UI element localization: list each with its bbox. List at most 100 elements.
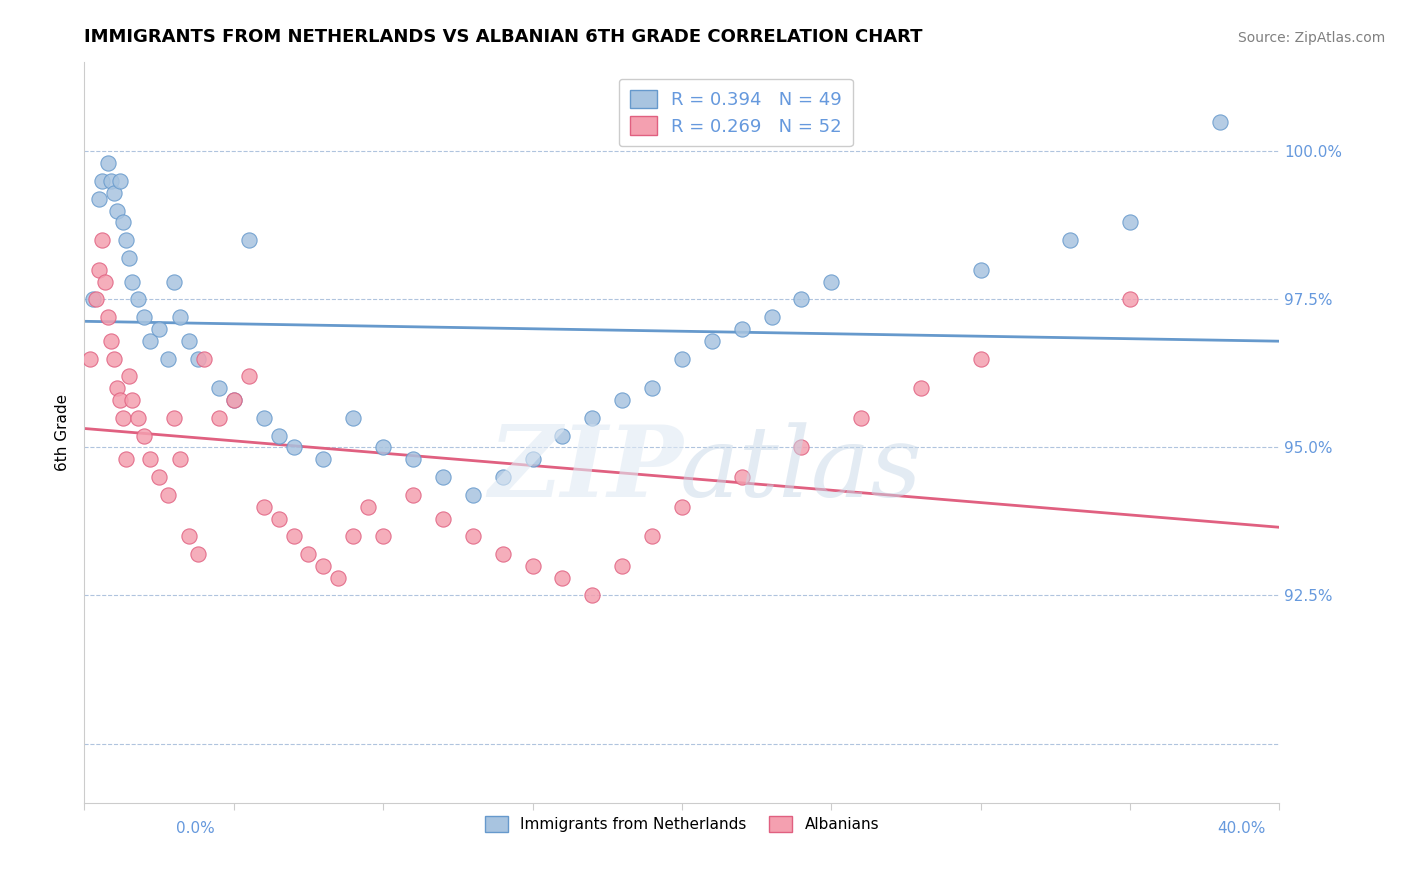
Point (208, 410, 231, 425)
Point (118, 369, 141, 384)
Point (492, 547, 515, 561)
Point (461, 488, 484, 502)
Point (761, 310, 783, 325)
Point (342, 529, 364, 543)
Legend: Immigrants from Netherlands, Albanians: Immigrants from Netherlands, Albanians (477, 808, 887, 839)
Point (177, 529, 200, 543)
Point (86, 293, 108, 307)
Point (89, 262, 111, 277)
Point (91, 233, 114, 247)
Point (522, 452, 544, 467)
Point (103, 351, 125, 366)
Point (163, 410, 186, 425)
Point (97, 156, 120, 170)
Point (132, 428, 156, 442)
Y-axis label: 6th Grade: 6th Grade (55, 394, 70, 471)
Point (121, 392, 143, 407)
Point (222, 392, 245, 407)
Point (97, 310, 120, 325)
Point (970, 351, 993, 366)
Point (641, 529, 664, 543)
Point (283, 529, 305, 543)
Point (851, 410, 873, 425)
Point (522, 558, 544, 573)
Point (139, 334, 162, 348)
Point (312, 452, 335, 467)
Point (115, 233, 138, 247)
Point (177, 334, 200, 348)
Point (612, 392, 634, 407)
Text: IMMIGRANTS FROM NETHERLANDS VS ALBANIAN 6TH GRADE CORRELATION CHART: IMMIGRANTS FROM NETHERLANDS VS ALBANIAN … (84, 28, 922, 45)
Point (671, 500, 693, 514)
Point (139, 452, 162, 467)
Point (820, 275, 842, 289)
Point (790, 293, 813, 307)
Point (790, 441, 813, 455)
Point (612, 558, 634, 573)
Point (402, 452, 425, 467)
Point (1119, 215, 1142, 229)
Point (110, 392, 132, 407)
Point (312, 558, 335, 573)
Point (91, 174, 114, 188)
Point (169, 310, 191, 325)
Point (267, 428, 290, 442)
Point (132, 310, 156, 325)
Point (148, 470, 170, 484)
Point (148, 322, 170, 336)
Point (103, 186, 125, 200)
Point (432, 470, 454, 484)
Point (112, 215, 135, 229)
Point (1059, 233, 1081, 247)
Point (118, 251, 141, 265)
Point (89, 192, 111, 206)
Point (253, 500, 276, 514)
Point (100, 174, 122, 188)
Point (357, 500, 380, 514)
Point (127, 410, 149, 425)
Point (373, 441, 395, 455)
Point (105, 203, 128, 218)
Point (100, 334, 122, 348)
Text: atlas: atlas (681, 422, 922, 517)
Point (157, 488, 180, 502)
Text: ZIP: ZIP (489, 421, 683, 518)
Point (208, 381, 231, 395)
Point (700, 334, 723, 348)
Point (671, 351, 693, 366)
Point (1209, 114, 1232, 128)
Point (169, 452, 191, 467)
Point (910, 381, 932, 395)
Point (342, 410, 364, 425)
Point (297, 547, 319, 561)
Point (115, 452, 138, 467)
Point (581, 410, 603, 425)
Point (82, 293, 104, 307)
Point (121, 275, 143, 289)
Text: 40.0%: 40.0% (1218, 821, 1265, 836)
Point (581, 589, 603, 603)
Point (283, 441, 305, 455)
Point (193, 351, 215, 366)
Point (163, 275, 186, 289)
Text: Source: ZipAtlas.com: Source: ZipAtlas.com (1237, 31, 1385, 45)
Point (94, 275, 117, 289)
Point (328, 571, 350, 585)
Point (373, 529, 395, 543)
Point (641, 381, 664, 395)
Point (253, 410, 276, 425)
Point (551, 428, 574, 442)
Point (492, 470, 515, 484)
Point (105, 381, 128, 395)
Point (127, 293, 149, 307)
Point (222, 392, 245, 407)
Point (110, 174, 132, 188)
Point (112, 410, 135, 425)
Text: 0.0%: 0.0% (176, 821, 215, 836)
Point (970, 262, 993, 277)
Point (238, 233, 260, 247)
Point (461, 529, 484, 543)
Point (267, 511, 290, 525)
Point (187, 547, 209, 561)
Point (157, 351, 180, 366)
